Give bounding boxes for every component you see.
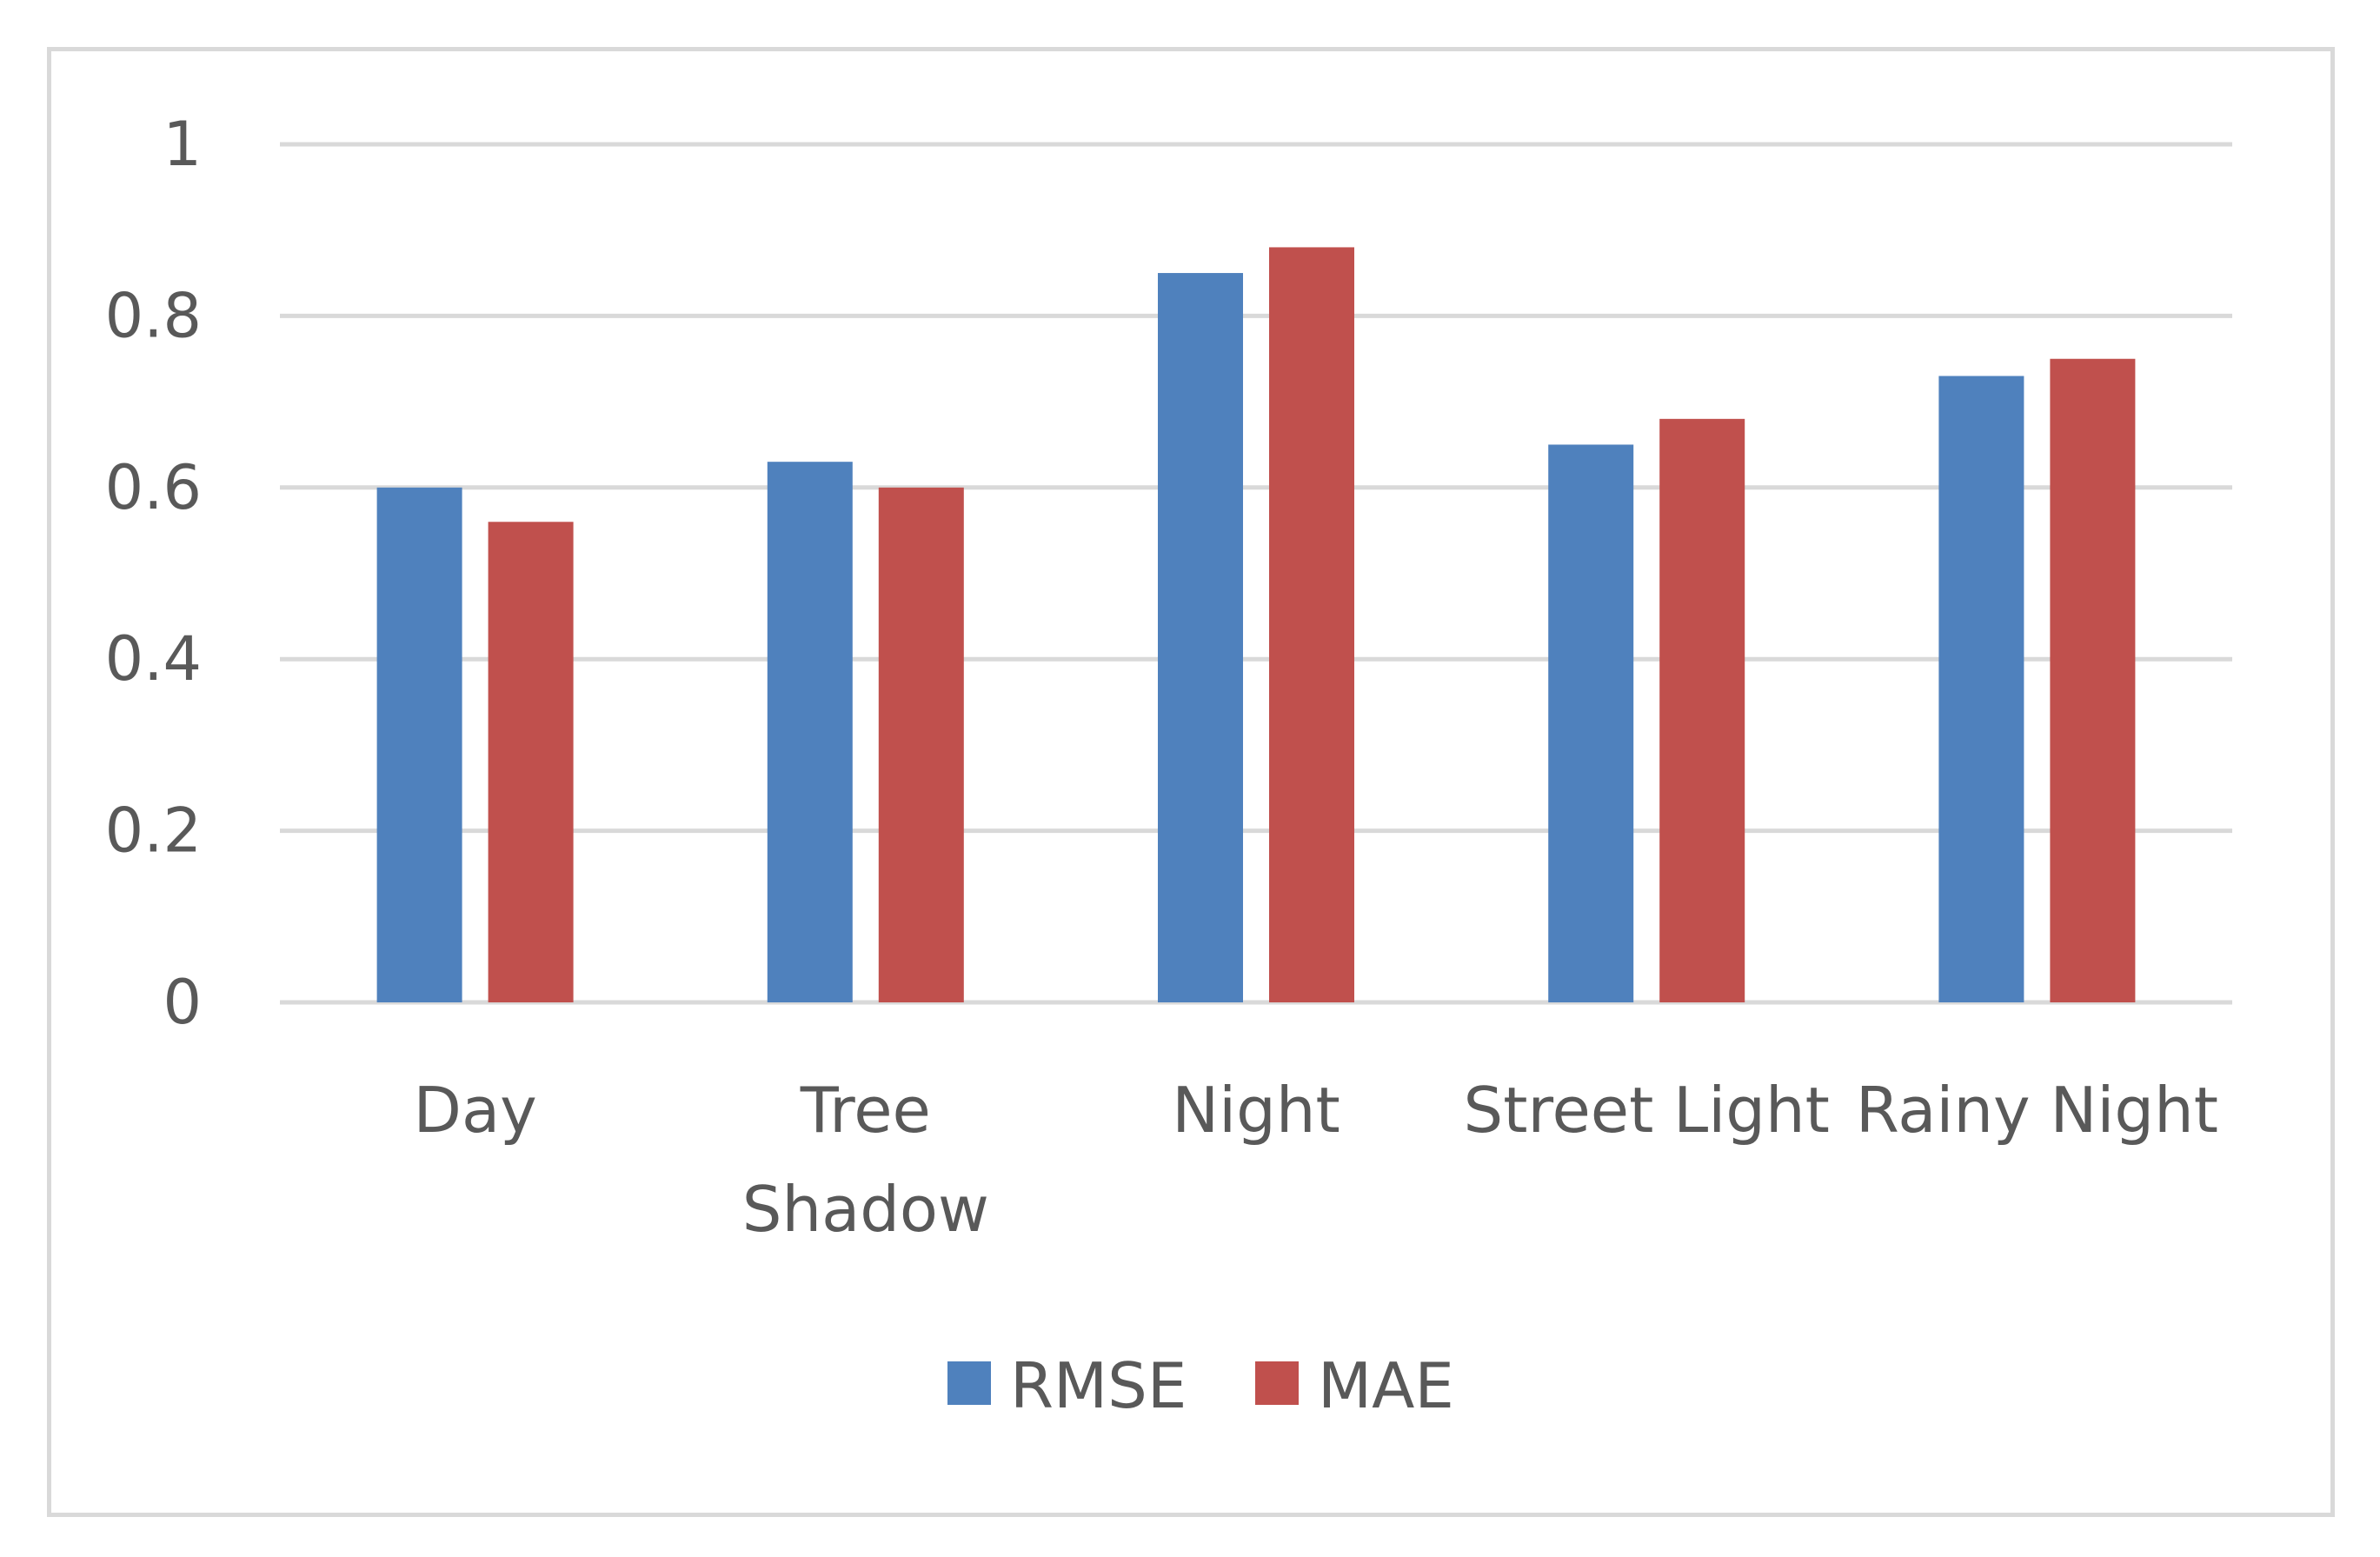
legend-label-rmse: RMSE	[1010, 1349, 1187, 1422]
bars	[376, 247, 2136, 1003]
bar-rmse-3	[1548, 444, 1634, 1002]
legend-label-mae: MAE	[1318, 1349, 1454, 1422]
bar-rmse-4	[1938, 376, 2024, 1002]
x-category-label: Shadow	[742, 1173, 989, 1246]
y-tick-label: 0.8	[105, 280, 202, 351]
legend: RMSE MAE	[947, 1349, 1454, 1422]
x-category-label: Day	[414, 1074, 537, 1147]
bar-mae-0	[488, 522, 574, 1002]
y-axis-tick-labels: 0 0.2 0.4 0.6 0.8 1	[105, 109, 202, 1038]
bar-mae-2	[1269, 247, 1354, 1002]
y-tick-label: 0.2	[105, 795, 202, 867]
legend-swatch-mae	[1255, 1361, 1299, 1405]
x-category-label: Street Light	[1464, 1074, 1830, 1147]
x-category-label: Rainy Night	[1856, 1074, 2218, 1147]
bar-rmse-2	[1158, 273, 1243, 1002]
y-tick-label: 1	[163, 109, 202, 180]
x-category-label: Tree	[800, 1074, 931, 1147]
x-axis-category-labels: Day Tree Shadow Night Street Light Rainy Nigh…	[414, 1074, 2218, 1246]
gridlines	[280, 142, 2232, 1005]
bar-rmse-0	[376, 487, 462, 1002]
bar-rmse-1	[767, 462, 853, 1002]
legend-swatch-rmse	[947, 1361, 991, 1405]
x-category-label: Night	[1172, 1074, 1340, 1147]
bar-mae-3	[1659, 418, 1745, 1003]
y-tick-label: 0.6	[105, 452, 202, 523]
y-tick-label: 0	[163, 967, 202, 1038]
bar-mae-1	[878, 487, 964, 1002]
bar-mae-4	[2050, 358, 2136, 1002]
y-tick-label: 0.4	[105, 623, 202, 695]
